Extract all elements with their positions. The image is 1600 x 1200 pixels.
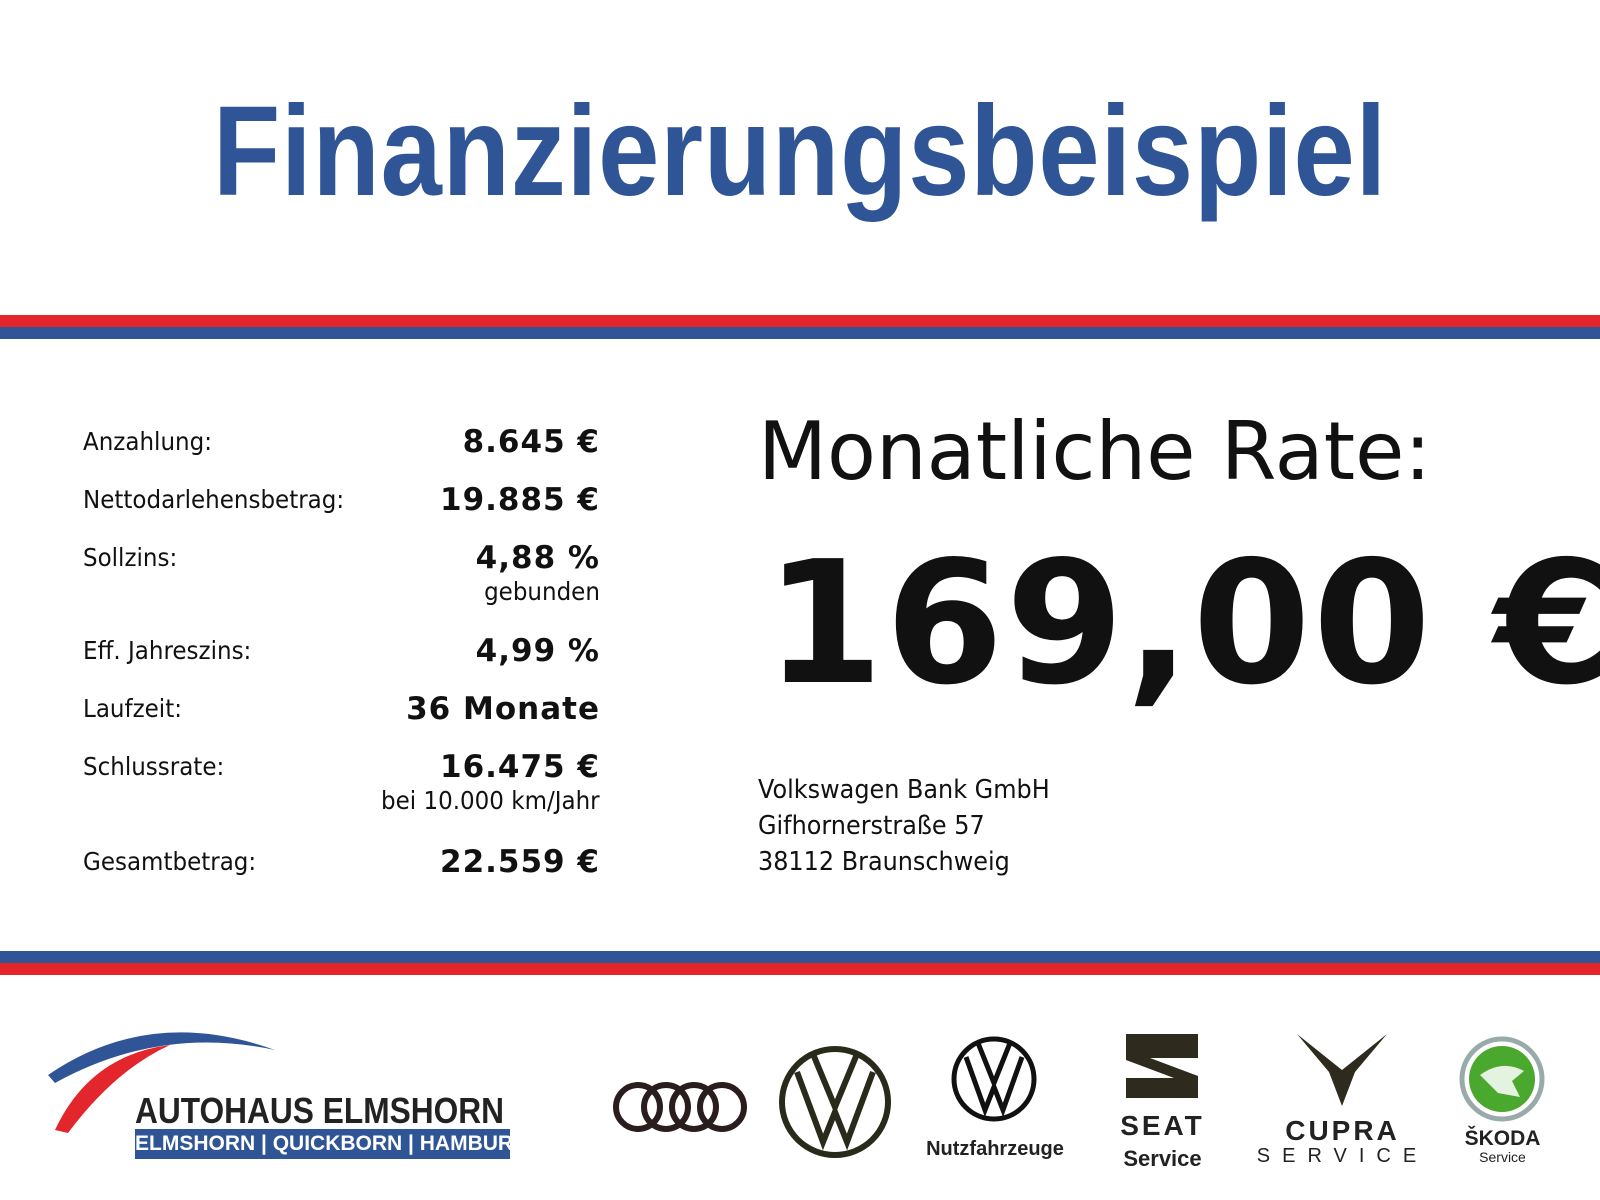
detail-label: Sollzins: xyxy=(83,543,178,572)
bank-street: Gifhornerstraße 57 xyxy=(758,811,985,841)
cupra-wordmark: CUPRA xyxy=(1285,1115,1400,1146)
monthly-rate-label: Monatliche Rate: xyxy=(758,405,1432,498)
detail-label: Anzahlung: xyxy=(83,427,212,456)
detail-label: Schlussrate: xyxy=(83,752,225,781)
monthly-rate-value: 169,00 € xyxy=(765,525,1600,723)
detail-note: bei 10.000 km/Jahr xyxy=(381,786,600,815)
bottom-stripe-blue xyxy=(0,951,1600,963)
vw-logo xyxy=(779,1046,891,1158)
dealer-locations: ELMSHORN | QUICKBORN | HAMBURG xyxy=(135,1129,529,1159)
top-stripe-blue xyxy=(0,327,1600,339)
skoda-caption: Service xyxy=(1479,1149,1526,1165)
skoda-logo xyxy=(1459,1036,1545,1122)
detail-value: 16.475 € xyxy=(440,749,600,785)
dealer-swoosh-icon xyxy=(48,1032,275,1133)
skoda-wordmark: ŠKODA xyxy=(1464,1127,1541,1150)
top-stripe-red xyxy=(0,315,1600,327)
seat-s-logo xyxy=(1126,1034,1198,1098)
bank-name: Volkswagen Bank GmbH xyxy=(758,775,1050,805)
bank-city: 38112 Braunschweig xyxy=(758,847,1010,877)
detail-value: 4,88 % xyxy=(475,540,600,576)
seat-wordmark: SEAT xyxy=(1120,1110,1205,1141)
detail-label: Gesamtbetrag: xyxy=(83,847,257,876)
bank-address: Volkswagen Bank GmbH Gifhornerstraße 57 … xyxy=(758,772,1050,880)
bottom-stripe-red xyxy=(0,963,1600,975)
cupra-caption: SERVICE xyxy=(1256,1145,1429,1167)
audi-rings-logo xyxy=(613,1082,747,1132)
detail-value: 4,99 % xyxy=(475,633,600,669)
detail-value: 22.559 € xyxy=(440,844,600,880)
vwn-caption: Nutzfahrzeuge xyxy=(926,1138,1064,1160)
detail-label: Nettodarlehensbetrag: xyxy=(83,485,345,514)
seat-caption: Service xyxy=(1123,1146,1202,1171)
dealer-name: AUTOHAUS ELMSHORN xyxy=(135,1090,505,1131)
page-title: Finanzierungsbeispiel xyxy=(212,80,1388,223)
detail-value: 36 Monate xyxy=(406,691,600,727)
detail-value: 8.645 € xyxy=(462,424,600,460)
detail-label: Laufzeit: xyxy=(83,694,182,723)
dealer-logo: AUTOHAUS ELMSHORN ELMSHORN | QUICKBORN |… xyxy=(40,1015,529,1165)
detail-note: gebunden xyxy=(484,577,600,606)
cupra-logo xyxy=(1297,1034,1387,1106)
detail-label: Eff. Jahreszins: xyxy=(83,636,252,665)
vw-nutzfahrzeuge-logo xyxy=(951,1036,1037,1122)
detail-value: 19.885 € xyxy=(440,482,600,518)
